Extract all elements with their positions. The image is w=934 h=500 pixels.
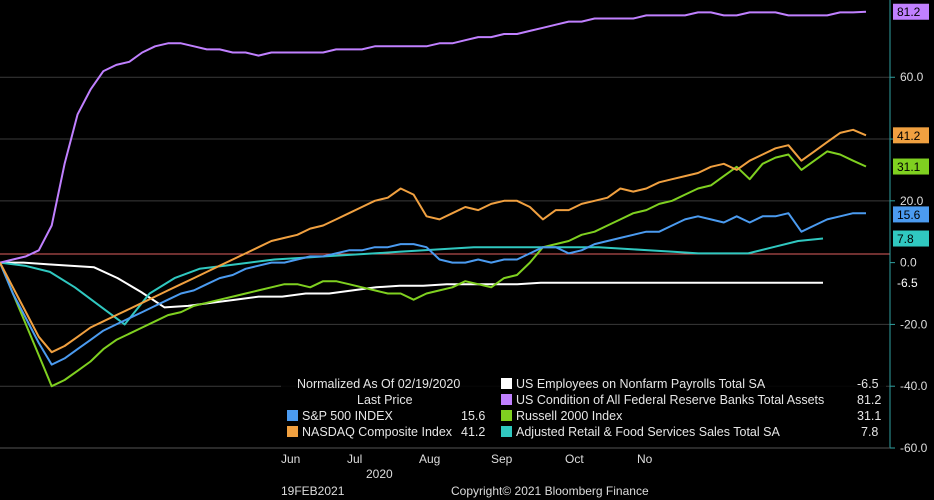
badge-value: 81.2 [897,5,921,19]
legend-last-price-label: Last Price [357,393,413,407]
x-tick-label: Jun [281,452,301,466]
footer-date: 19FEB2021 [281,484,345,498]
last-value-badge: 31.1 [893,158,929,175]
y-tick-label: -20.0 [900,317,928,331]
legend-item-fed-assets: US Condition of All Federal Reserve Bank… [501,392,824,408]
x-year-label: 2020 [366,467,393,481]
y-tick-label: 20.0 [900,194,924,208]
legend-label: S&P 500 INDEX [302,409,393,423]
series-line [0,261,823,309]
legend-value-russell: 31.1 [857,409,882,423]
badge-background [893,206,929,223]
y-tick-label: -60.0 [900,441,928,455]
badge-background [893,230,929,247]
legend-item-nasdaq: NASDAQ Composite Index [287,424,452,440]
badge-background [893,127,929,144]
legend-value-nasdaq: 41.2 [461,425,486,439]
legend: Normalized As Of 02/19/2020 Last Price S… [281,372,886,444]
legend-swatch [287,410,298,421]
legend-swatch [501,426,512,437]
x-tick-label: No [637,452,653,466]
legend-swatch [501,378,512,389]
legend-label: Russell 2000 Index [516,409,623,423]
x-tick-label: Jul [347,452,363,466]
x-tick-label: Sep [491,452,513,466]
series-line [0,10,867,264]
badge-background [893,274,929,291]
badge-value: 41.2 [897,129,921,143]
legend-swatch [501,394,512,405]
series-line [0,212,866,366]
y-tick-label: -40.0 [900,379,928,393]
series-layer [0,10,867,388]
legend-normalized-label: Normalized As Of 02/19/2020 [297,377,461,391]
last-value-badge: 81.2 [893,3,929,20]
badge-value: 31.1 [897,160,921,174]
legend-value-retail: 7.8 [861,425,879,439]
badge-background [893,158,929,175]
legend-label: NASDAQ Composite Index [302,425,453,439]
legend-item-sp500: S&P 500 INDEX [287,408,393,424]
badge-value: 15.6 [897,208,921,222]
x-tick-label: Oct [565,452,584,466]
last-value-badge: 41.2 [893,127,929,144]
x-tick-label: Aug [419,452,441,466]
badge-background [893,3,929,20]
last-value-badge: 15.6 [893,206,929,223]
legend-label: US Employees on Nonfarm Payrolls Total S… [516,377,766,391]
y-tick-label: 0.0 [900,256,917,270]
legend-item-retail: Adjusted Retail & Food Services Sales To… [501,424,780,440]
legend-value-fed-assets: 81.2 [857,393,882,407]
legend-label: Adjusted Retail & Food Services Sales To… [516,425,780,439]
legend-value-payrolls: -6.5 [857,377,879,391]
legend-value-sp500: 15.6 [461,409,486,423]
legend-label: US Condition of All Federal Reserve Bank… [516,393,825,407]
last-value-badge: -6.5 [893,274,929,291]
series-line [0,150,867,388]
badge-value: 7.8 [897,232,914,246]
last-value-badges: 81.2 41.2 31.1 15.6 7.8 -6.5 [893,3,929,291]
series-line [0,128,867,354]
badge-value: -6.5 [897,276,918,290]
legend-item-payrolls: US Employees on Nonfarm Payrolls Total S… [501,376,765,392]
y-tick-label: 60.0 [900,70,924,84]
last-value-badge: 7.8 [893,230,929,247]
legend-swatch [501,410,512,421]
footer-copyright: Copyright© 2021 Bloomberg Finance [451,484,649,498]
legend-swatch [287,426,298,437]
legend-item-russell: Russell 2000 Index [501,408,622,424]
series-line [0,237,824,326]
